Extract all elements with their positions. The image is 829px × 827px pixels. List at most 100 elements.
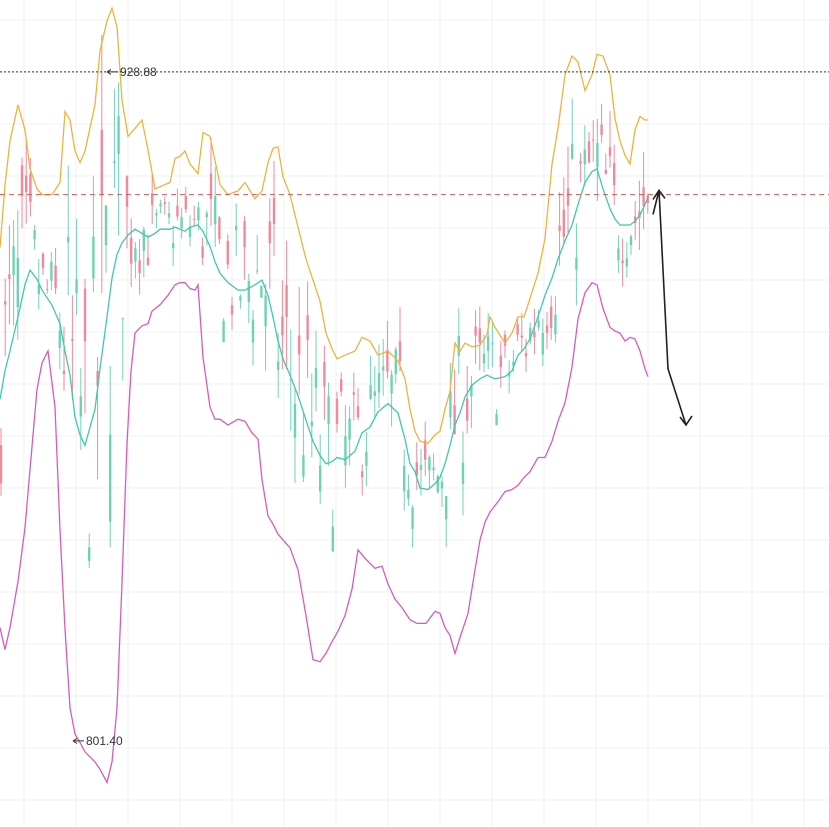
candle-down xyxy=(20,157,24,229)
candle-down xyxy=(285,240,288,369)
candle-body xyxy=(155,213,158,216)
candle-body xyxy=(457,335,460,356)
projection-arrowhead-up-icon xyxy=(652,189,666,200)
candle-up xyxy=(256,235,259,275)
candle-body xyxy=(201,246,204,258)
candle-body xyxy=(625,258,628,267)
candle-body xyxy=(373,391,376,397)
candle-body xyxy=(167,213,171,218)
candle-up xyxy=(92,176,95,293)
candle-down xyxy=(478,306,481,371)
candle-up xyxy=(214,167,217,248)
candle-body xyxy=(113,161,116,163)
candle-body xyxy=(596,143,599,168)
candle-body xyxy=(4,301,7,305)
candle-body xyxy=(411,507,414,529)
candle-down xyxy=(323,345,326,420)
candle-body xyxy=(369,385,372,399)
candle-down xyxy=(621,238,624,287)
candle-up xyxy=(554,296,557,343)
candle-body xyxy=(235,226,238,231)
candle-body xyxy=(453,405,456,434)
candle-body xyxy=(361,471,364,478)
candlestick-series xyxy=(0,34,649,568)
candle-body xyxy=(440,481,444,489)
candle-up xyxy=(188,215,192,247)
candle-body xyxy=(117,116,120,155)
candle-body xyxy=(121,318,124,320)
candle-down xyxy=(46,279,49,294)
candle-up xyxy=(67,165,70,295)
candle-down xyxy=(25,140,28,224)
candle-up xyxy=(121,317,124,381)
candle-body xyxy=(524,352,528,357)
candle-body xyxy=(503,334,507,346)
candle-body xyxy=(604,169,607,174)
candle-body xyxy=(125,176,129,207)
candle-up xyxy=(495,409,498,426)
candle-body xyxy=(436,476,439,492)
candle-body xyxy=(277,361,280,370)
candle-up xyxy=(50,252,53,291)
candle-down xyxy=(466,366,469,434)
candle-body xyxy=(554,314,557,335)
low-pointer-icon xyxy=(72,737,84,744)
low-price-label: 801.40 xyxy=(86,734,123,748)
candle-down xyxy=(230,296,234,330)
candle-down xyxy=(424,421,427,476)
candle-down xyxy=(306,281,309,378)
candle-body xyxy=(600,124,603,135)
candle-up xyxy=(403,449,406,511)
candle-body xyxy=(386,349,389,372)
candle-body xyxy=(306,315,309,341)
candle-body xyxy=(537,320,540,328)
candle-body xyxy=(172,243,175,249)
candle-body xyxy=(230,305,234,315)
candle-up xyxy=(167,201,171,225)
candle-down xyxy=(474,310,477,364)
candle-up xyxy=(432,453,435,481)
candle-up xyxy=(365,431,368,487)
candle-body xyxy=(407,489,410,499)
candle-body xyxy=(159,203,162,207)
candle-up xyxy=(113,88,116,189)
candle-body xyxy=(621,260,624,264)
candle-body xyxy=(142,229,145,251)
candle-body xyxy=(529,327,532,342)
candle-body xyxy=(293,404,297,438)
candle-down xyxy=(163,196,166,215)
candle-down xyxy=(361,464,364,496)
candle-down xyxy=(0,428,3,496)
projection-arrow xyxy=(652,189,693,427)
candle-up xyxy=(629,234,633,255)
candle-body xyxy=(205,213,208,218)
candle-up xyxy=(571,98,574,161)
candle-body xyxy=(285,285,288,317)
candle-body xyxy=(104,205,108,245)
candle-body xyxy=(428,456,431,471)
candle-down xyxy=(386,320,389,379)
candle-body xyxy=(638,211,641,218)
candle-body xyxy=(71,338,74,341)
candle-up xyxy=(251,309,255,366)
candle-body xyxy=(520,335,523,338)
candle-body xyxy=(247,281,250,302)
candle-up xyxy=(235,203,238,257)
candle-body xyxy=(394,349,397,375)
candle-body xyxy=(130,237,133,264)
candle-body xyxy=(352,392,355,395)
candle-up xyxy=(104,204,108,273)
candle-body xyxy=(79,396,82,417)
candle-down xyxy=(83,278,87,414)
candle-down xyxy=(298,287,301,395)
candle-up xyxy=(407,474,410,506)
candle-body xyxy=(558,225,561,231)
candle-body xyxy=(449,391,452,418)
candle-up xyxy=(575,223,578,306)
projection-path xyxy=(652,190,687,426)
candle-body xyxy=(508,372,511,377)
candle-down xyxy=(562,177,565,243)
candle-body xyxy=(545,325,549,333)
candle-body xyxy=(550,306,553,328)
